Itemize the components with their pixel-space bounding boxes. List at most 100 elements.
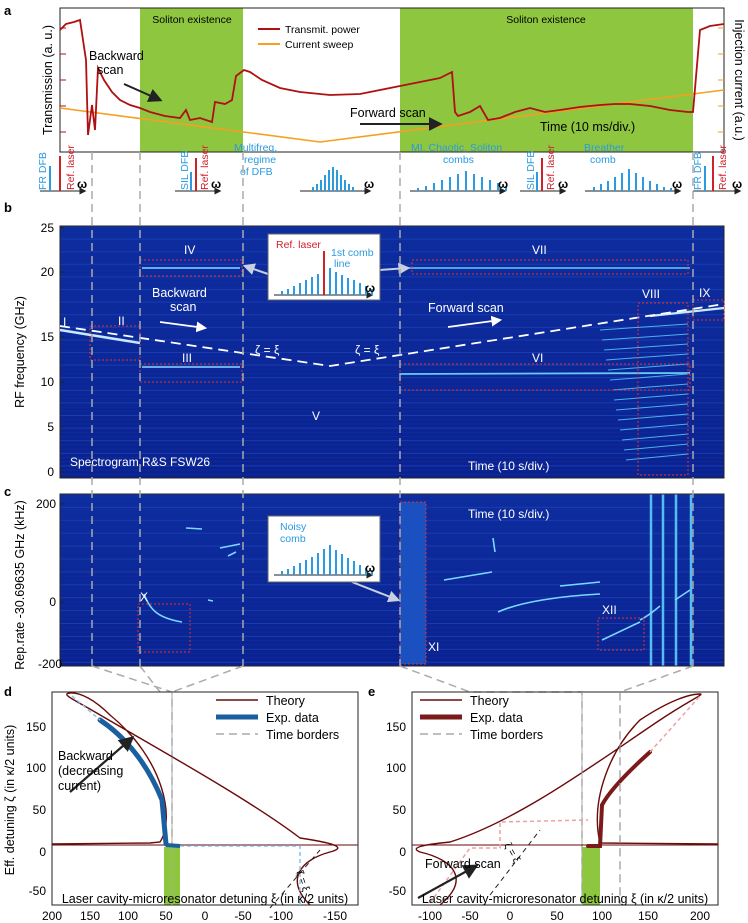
svg-text:line: line [334,258,351,270]
svg-text:150: 150 [80,909,100,923]
panel-e: e -50 0 50 100 150 -100 -50 0 50 100 150… [368,684,719,923]
svg-text:1st comb: 1st comb [331,247,374,259]
panel-d-frame [51,691,359,906]
svg-text:Forward scan: Forward scan [428,301,504,315]
svg-text:Ref. laser: Ref. laser [276,239,321,251]
svg-text:100: 100 [386,761,406,775]
box-VI [399,363,691,391]
a-legend-power: Transmit. power [285,24,360,36]
panel-c-letter: c [4,484,11,499]
spectrogram-label: Spectrogram R&S FSW26 [70,455,210,469]
svg-text:Exp. data: Exp. data [266,711,319,725]
mi-combs-1: MI, Chaotic, Soliton [411,142,502,154]
spectra-row: FR DFB Ref. laser ω SIL DFB Ref. laser ω… [37,142,742,195]
box-XII [597,617,645,651]
svg-text:Time (10 s/div.): Time (10 s/div.) [468,459,549,473]
svg-text:Time borders: Time borders [470,728,543,742]
svg-text:IX: IX [699,286,710,300]
svg-text:VIII: VIII [642,287,660,301]
fr-dfb-label-left: FR DFB [37,152,49,190]
svg-text:0: 0 [49,595,56,609]
svg-text:-50: -50 [461,909,479,923]
svg-text:VII: VII [532,243,547,257]
svg-text:200: 200 [690,909,710,923]
a-region2-label: Soliton existence [506,14,586,26]
multifreq-2: regime [244,154,276,166]
svg-text:50: 50 [159,909,173,923]
box-II [89,325,141,361]
breather-1: Breather [584,142,625,154]
svg-text:15: 15 [41,330,55,344]
svg-text:Noisy: Noisy [280,521,307,533]
box-X [137,603,191,653]
a-backward-2: scan [97,63,123,77]
svg-text:Theory: Theory [266,694,306,708]
svg-text:XII: XII [602,603,617,617]
panel-e-letter: e [368,684,375,699]
svg-text:-50: -50 [234,909,252,923]
multifreq-1: Multifreq. [234,142,277,154]
d-theory [51,692,339,906]
svg-text:Backward: Backward [152,286,207,300]
svg-text:25: 25 [41,221,55,235]
multifreq-3: of DFB [240,166,273,178]
a-ylabel-left: Transmission (a. u.) [41,25,55,135]
svg-text:ω: ω [732,177,742,191]
svg-text:ζ = ξ: ζ = ξ [293,869,312,893]
svg-text:Theory: Theory [470,694,510,708]
panel-c: c 200 0 -200 Rep.rate -30.69635 GHz (kHz… [4,484,725,671]
svg-text:Backward: Backward [58,749,113,763]
a-backward-1: Backward [89,49,144,63]
svg-text:comb: comb [280,533,306,545]
soliton-region-2 [400,8,693,152]
ref-laser-label-left: Ref. laser [65,145,77,190]
svg-text:Time (10 s/div.): Time (10 s/div.) [468,507,549,521]
transmit-power-line [59,18,725,136]
panel-a: a Transmission (a. u.) Injection current… [4,3,746,153]
panel-b-frame [59,225,725,479]
svg-text:Time borders: Time borders [266,728,339,742]
svg-text:I: I [63,315,66,329]
zeta-xi-line [59,303,725,367]
svg-text:scan: scan [170,300,196,314]
e-xlabel: Laser cavity-microresonator detuning ξ (… [422,892,708,906]
svg-text:III: III [182,351,192,365]
b-ylabel: RF frequency (GHz) [13,296,27,408]
svg-text:150: 150 [386,720,406,734]
svg-text:0: 0 [507,909,514,923]
a-time: Time (10 ms/div.) [540,120,635,134]
breather-2: comb [590,154,616,166]
panel-e-frame [411,691,719,906]
svg-text:ζ = ξ: ζ = ξ [255,343,280,357]
d-ylabel: Eff. detuning ζ (in κ/2 units) [3,725,17,876]
soliton-region-1 [140,8,243,152]
svg-text:ζ = ξ: ζ = ξ [501,841,522,866]
current-sweep-line [59,89,725,143]
fr-dfb-label-right: FR DFB [692,152,704,190]
svg-text:0: 0 [39,845,46,859]
svg-text:X: X [140,590,148,604]
svg-text:ω: ω [498,177,508,191]
svg-text:5: 5 [47,420,54,434]
e-theory [415,693,719,906]
svg-text:-150: -150 [323,909,347,923]
svg-text:50: 50 [33,803,47,817]
a-legend-current: Current sweep [285,39,353,51]
svg-text:0: 0 [399,845,406,859]
svg-text:50: 50 [393,803,407,817]
panel-b: b 0 5 10 15 20 25 RF frequency (GHz) [4,200,725,479]
svg-text:ω: ω [365,561,375,575]
svg-text:20: 20 [41,265,55,279]
sil-dfb-label-2: SIL DFB [525,151,537,190]
svg-text:100: 100 [26,761,46,775]
svg-text:0: 0 [202,909,209,923]
sil-dfb-label-1: SIL DFB [179,151,191,190]
svg-text:(decreasing: (decreasing [58,764,123,778]
svg-text:V: V [312,409,320,423]
svg-text:-50: -50 [29,884,47,898]
svg-text:200: 200 [42,909,62,923]
ref-laser-label-3: Ref. laser [545,145,557,190]
svg-text:ω: ω [365,281,375,295]
panel-c-frame [59,493,725,667]
